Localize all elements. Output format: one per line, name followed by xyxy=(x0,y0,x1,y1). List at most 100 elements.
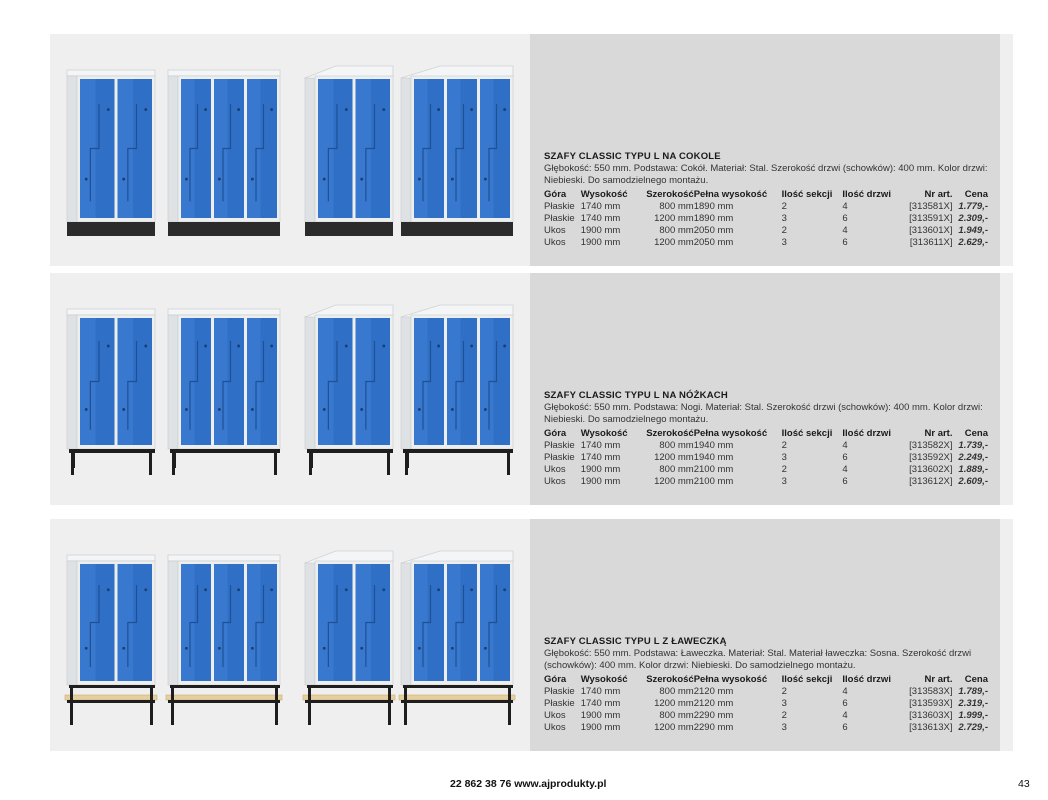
cell-nr: [313611X] xyxy=(909,236,953,248)
side-panel xyxy=(167,560,179,686)
cell-wysokosc: 1900 mm xyxy=(580,463,621,475)
door-highlight xyxy=(355,564,372,681)
cabinet xyxy=(167,308,281,475)
cabinet xyxy=(400,65,514,236)
bench-frame xyxy=(170,685,280,688)
column-header-wysokosc: Wysokość xyxy=(580,427,628,439)
door-seam xyxy=(189,104,199,202)
door-highlight xyxy=(117,564,134,681)
table-row: Płaskie 1740 mm 800 mm 1940 mm 2 4 [313582X] 1.… xyxy=(544,439,988,451)
door-highlight xyxy=(480,564,494,681)
cell-gora: Płaskie xyxy=(544,439,575,451)
cell-drzwi: 4 xyxy=(842,463,848,475)
lock-icon xyxy=(251,646,254,650)
cell-cena: 1.779,- xyxy=(958,200,988,212)
column-header-gora: Góra xyxy=(544,427,567,439)
column-header-cena: Cena xyxy=(964,673,988,685)
bench-leg xyxy=(508,685,511,725)
door-seam xyxy=(127,585,138,667)
cell-pelna: 2290 mm xyxy=(693,721,734,733)
bench-frame xyxy=(67,700,155,703)
table-row: Płaskie 1740 mm 1200 mm 1940 mm 3 6 [313592X] 2… xyxy=(544,451,988,463)
cell-drzwi: 4 xyxy=(842,439,848,451)
cabinet xyxy=(66,308,156,475)
product-panel-laweczka: SZAFY CLASSIC TYPU L Z ŁAWECZKĄ Głębokoś… xyxy=(50,519,1013,751)
lock-icon xyxy=(251,177,254,181)
column-header-gora: Góra xyxy=(544,188,567,200)
spec-table: Góra Wysokość Szerokość Pełna wysokość Ilość… xyxy=(544,188,988,248)
bench-leg xyxy=(404,685,407,725)
door-seam xyxy=(488,585,498,667)
column-header-pelna: Pełna wysokość xyxy=(693,673,768,685)
side-panel xyxy=(66,314,78,450)
cell-pelna: 2100 mm xyxy=(693,463,734,475)
side-panel xyxy=(66,560,78,686)
product-description: Głębokość: 550 mm. Podstawa: Nogi. Mater… xyxy=(544,402,983,425)
column-header-szerokosc: Szerokość xyxy=(646,673,694,685)
door-seam xyxy=(222,340,232,430)
lock-icon xyxy=(503,108,506,111)
column-header-szerokosc: Szerokość xyxy=(646,188,694,200)
cell-sekcje: 2 xyxy=(781,463,787,475)
cell-szerokosc: 1200 mm xyxy=(654,212,694,224)
cell-szerokosc: 1200 mm xyxy=(654,236,694,248)
cell-wysokosc: 1900 mm xyxy=(580,224,621,236)
door-highlight xyxy=(117,79,134,218)
cell-gora: Płaskie xyxy=(544,200,575,212)
cell-sekcje: 2 xyxy=(781,224,787,236)
column-header-cena: Cena xyxy=(964,427,988,439)
door-highlight xyxy=(247,318,261,445)
cell-nr: [313592X] xyxy=(909,451,953,463)
door-seam xyxy=(422,104,432,202)
door-highlight xyxy=(214,79,228,218)
cell-pelna: 1940 mm xyxy=(693,451,734,463)
side-panel xyxy=(304,316,316,450)
lock-icon xyxy=(437,108,440,111)
door-seam xyxy=(89,585,100,667)
door-seam xyxy=(455,585,465,667)
cell-pelna: 2050 mm xyxy=(693,224,734,236)
lock-icon xyxy=(106,588,110,592)
flat-top xyxy=(167,308,281,316)
leg-frame xyxy=(170,449,280,453)
flat-top xyxy=(66,69,156,77)
lock-icon xyxy=(122,177,126,181)
cell-cena: 2.309,- xyxy=(958,212,988,224)
product-title: SZAFY CLASSIC TYPU L NA NÓŻKACH xyxy=(544,390,728,401)
cell-drzwi: 4 xyxy=(842,200,848,212)
door-highlight xyxy=(318,79,334,218)
lock-icon xyxy=(144,588,148,592)
cell-sekcje: 2 xyxy=(781,439,787,451)
product-info-cokole: SZAFY CLASSIC TYPU L NA COKOLE Głębokość… xyxy=(530,34,1000,266)
door-seam xyxy=(127,340,138,430)
cell-gora: Płaskie xyxy=(544,212,575,224)
lock-icon xyxy=(322,408,326,411)
cabinet xyxy=(66,69,156,236)
lock-icon xyxy=(106,344,110,348)
bench-frame xyxy=(305,700,393,703)
door-highlight xyxy=(355,318,372,445)
door-seam xyxy=(222,104,232,202)
cell-cena: 1.789,- xyxy=(958,685,988,697)
product-info-laweczka: SZAFY CLASSIC TYPU L Z ŁAWECZKĄ Głębokoś… xyxy=(530,519,1000,751)
cabinet xyxy=(165,554,283,725)
lock-icon xyxy=(185,646,188,650)
table-row: Płaskie 1740 mm 800 mm 2120 mm 2 4 [313583X] 1.… xyxy=(544,685,988,697)
bench-seat xyxy=(165,694,283,701)
cell-szerokosc: 800 mm xyxy=(659,200,694,212)
lock-icon xyxy=(106,108,110,111)
table-row: Ukos 1900 mm 1200 mm 2100 mm 3 6 [313612X] 2.60… xyxy=(544,475,988,487)
lock-icon xyxy=(360,646,364,650)
cell-drzwi: 6 xyxy=(842,721,848,733)
flat-top xyxy=(66,308,156,316)
cell-cena: 1.999,- xyxy=(958,709,988,721)
door-seam xyxy=(189,585,199,667)
bench-frame xyxy=(69,685,155,688)
lock-icon xyxy=(484,408,487,411)
bench-leg xyxy=(150,685,153,725)
leg xyxy=(406,452,409,468)
lock-icon xyxy=(344,108,348,111)
leg-frame xyxy=(69,449,155,453)
product-info-nozki: SZAFY CLASSIC TYPU L NA NÓŻKACH Głębokoś… xyxy=(530,273,1000,505)
cell-gora: Płaskie xyxy=(544,685,575,697)
